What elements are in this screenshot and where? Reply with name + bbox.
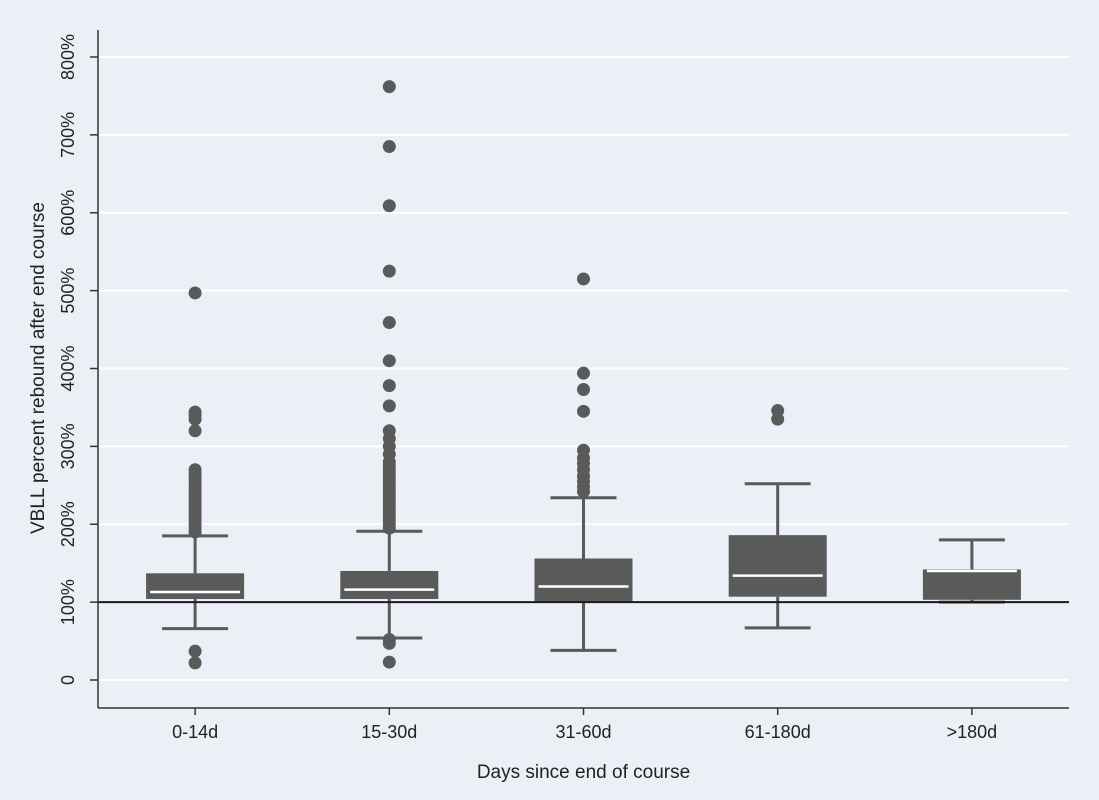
outlier-point: [188, 405, 202, 419]
iqr-box: [534, 558, 633, 603]
outlier-point: [382, 316, 396, 330]
outlier-point: [382, 424, 396, 438]
outlier-point: [577, 272, 590, 286]
y-tick-label: 0: [58, 675, 78, 685]
outlier-point: [188, 424, 202, 438]
outlier-point: [382, 140, 396, 154]
y-tick-label: 100%: [58, 579, 78, 625]
outlier-point: [577, 443, 590, 457]
outlier-point: [577, 404, 590, 418]
outlier-point: [382, 199, 396, 213]
outlier-point: [382, 655, 396, 669]
y-axis-title: VBLL percent rebound after end course: [28, 202, 49, 534]
iqr-box: [146, 573, 245, 600]
box-15-30d: [340, 80, 439, 669]
y-axis-ticks: 0 100% 200% 300% 400% 500% 600% 700% 800%: [58, 34, 98, 685]
outlier-point: [382, 264, 396, 278]
outlier-point: [188, 656, 202, 670]
y-tick-label: 800%: [58, 34, 78, 80]
outlier-point: [382, 633, 396, 647]
box-0-14d: [146, 286, 245, 670]
y-tick-label: 700%: [58, 112, 78, 158]
outlier-point: [382, 354, 396, 368]
outlier-point: [382, 379, 396, 393]
outlier-point: [382, 399, 396, 413]
x-tick-label: 61-180d: [745, 722, 811, 742]
outlier-point: [188, 463, 202, 477]
y-tick-label: 500%: [58, 268, 78, 314]
outlier-point: [188, 286, 202, 300]
box-31-60d: [534, 272, 633, 652]
iqr-box: [728, 535, 827, 597]
x-tick-label: 31-60d: [555, 722, 611, 742]
box-series: [146, 80, 1021, 670]
x-tick-label: >180d: [947, 722, 998, 742]
outlier-point: [577, 383, 590, 397]
x-tick-label: 0-14d: [172, 722, 218, 742]
iqr-box: [922, 569, 1021, 600]
x-axis-title: Days since end of course: [477, 762, 690, 783]
y-tick-label: 300%: [58, 423, 78, 469]
y-tick-label: 600%: [58, 190, 78, 236]
outlier-point: [577, 366, 590, 380]
outlier-point: [382, 80, 396, 94]
outlier-point: [188, 644, 202, 658]
outlier-point: [771, 404, 785, 418]
x-axis-ticks: 0-14d 15-30d 31-60d 61-180d >180d: [172, 708, 997, 742]
y-tick-label: 200%: [58, 501, 78, 547]
box-61-180d: [728, 404, 827, 630]
y-tick-label: 400%: [58, 345, 78, 391]
iqr-box: [340, 570, 439, 600]
x-tick-label: 15-30d: [361, 722, 417, 742]
